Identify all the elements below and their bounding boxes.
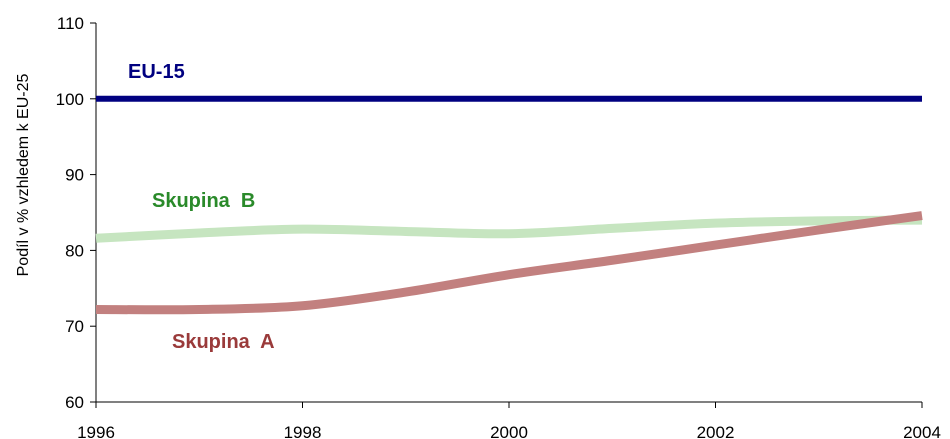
y-tick-label: 70 (65, 317, 84, 336)
x-tick-label: 2002 (697, 423, 735, 439)
x-tick-label: 1996 (77, 423, 115, 439)
x-tick-label: 2000 (490, 423, 528, 439)
series-labels: EU-15 Skupina B Skupina A (128, 61, 275, 353)
y-tick-label: 110 (57, 14, 84, 33)
series-label-eu-15: EU-15 (128, 61, 185, 83)
series-line-skupina-b (95, 215, 923, 243)
y-tick-label: 80 (65, 241, 84, 260)
y-tick-label: 100 (56, 90, 84, 109)
x-tick-label: 1998 (284, 423, 322, 439)
y-axis-title: Podíl v % vzhledem k EU-25 (15, 74, 32, 277)
x-tick-label: 2004 (903, 423, 941, 439)
series-label-skupina-b: Skupina B (152, 190, 255, 212)
y-tick-label: 90 (65, 166, 84, 185)
y-tick-label: 60 (65, 393, 84, 412)
axes: 60 70 80 90 100 110 1996 1998 2000 2002 2004 (56, 14, 941, 439)
series-line-skupina-a (95, 211, 923, 315)
series-lines (95, 95, 923, 315)
series-label-skupina-a: Skupina A (172, 331, 275, 353)
